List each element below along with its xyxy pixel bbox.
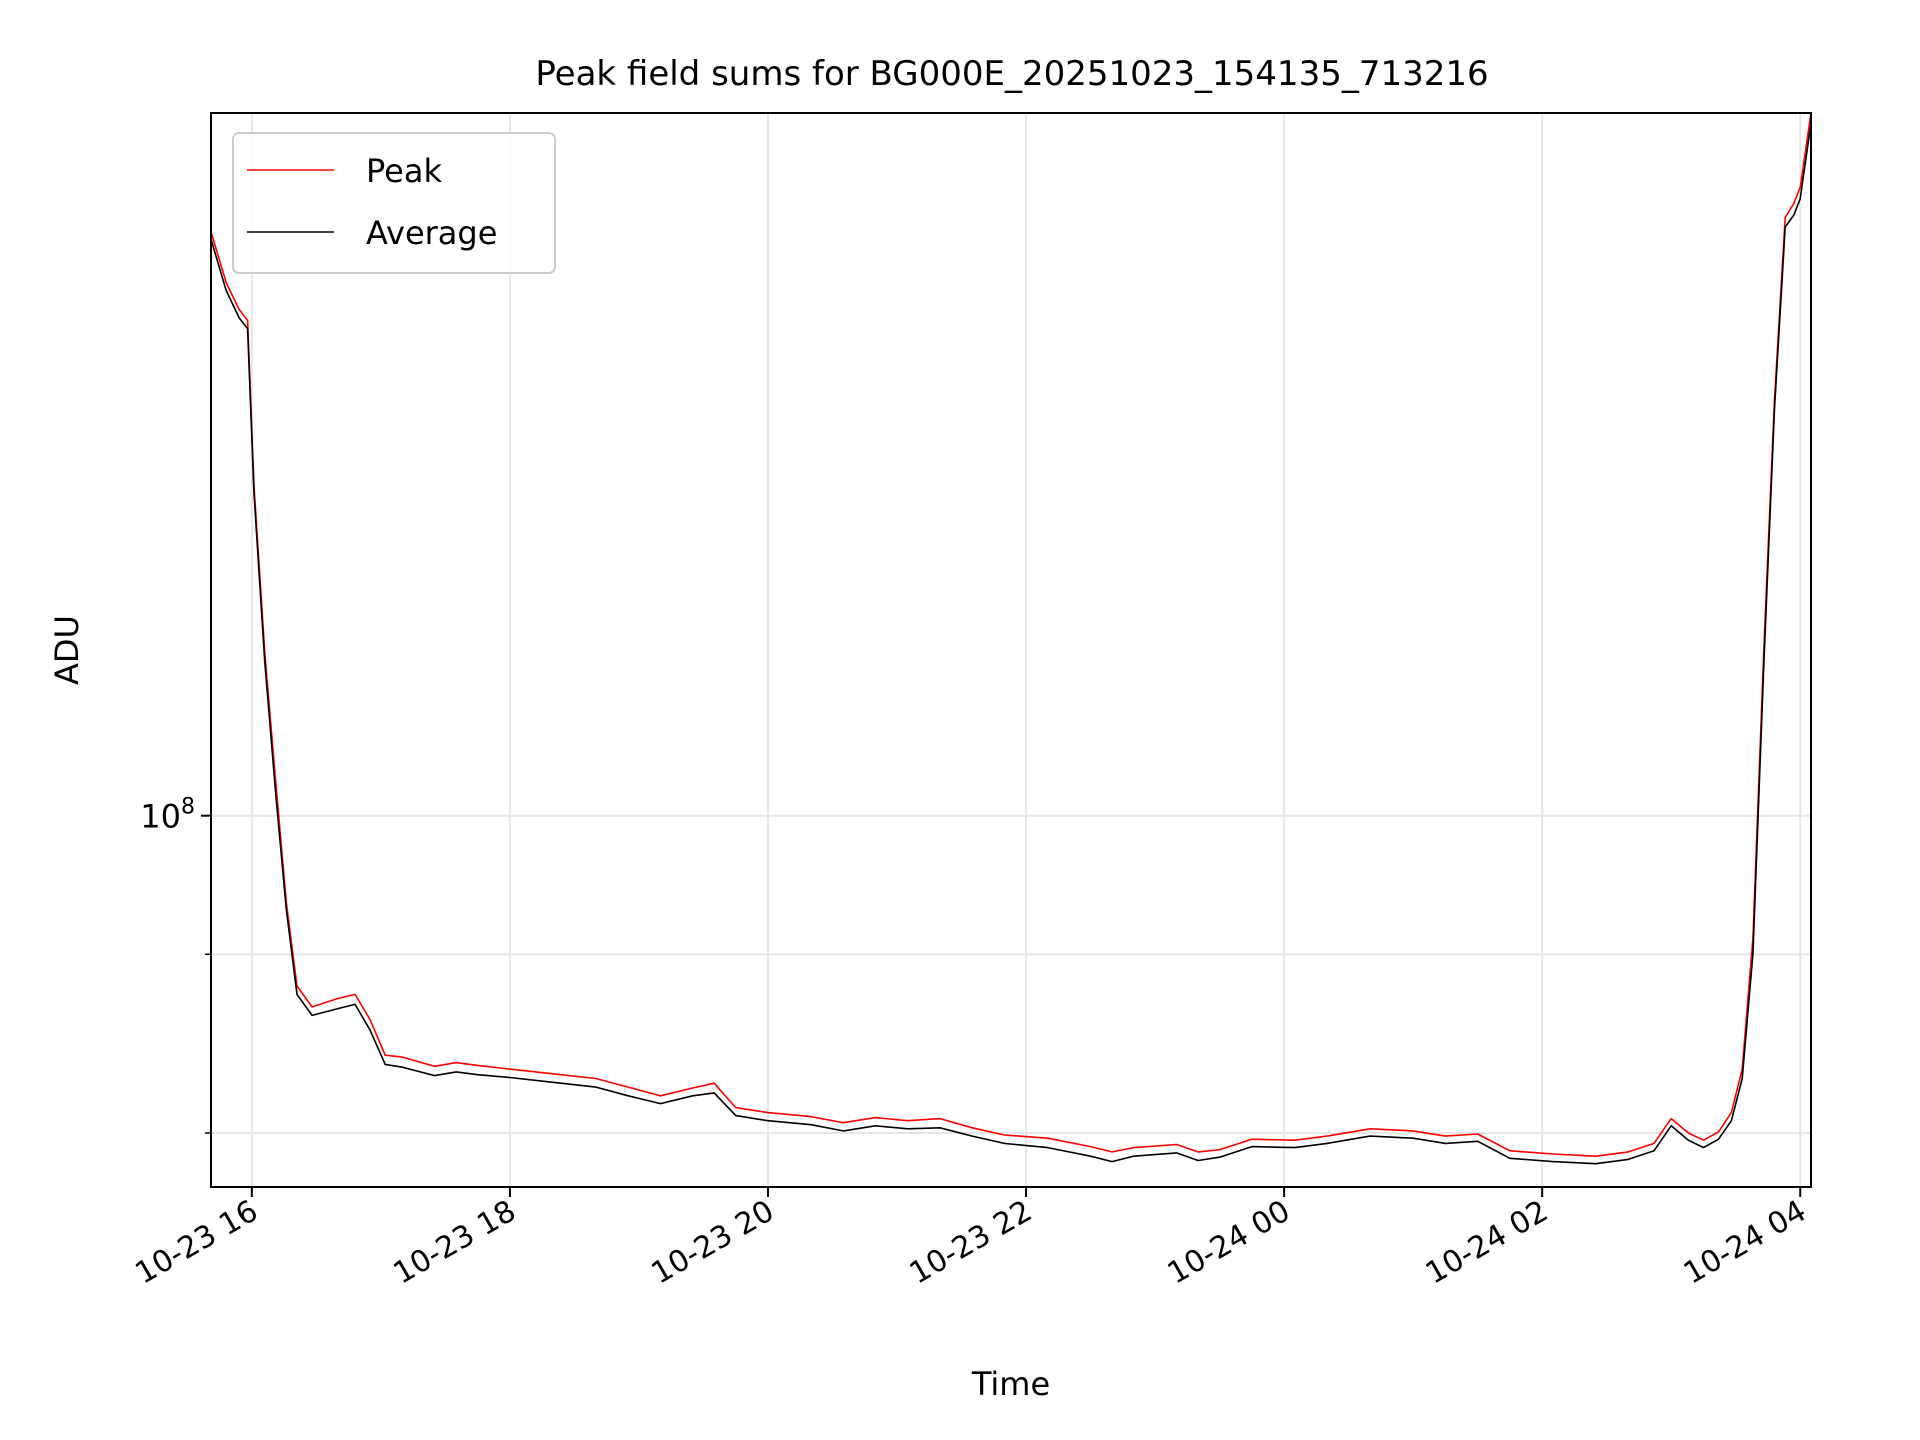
gridlines bbox=[211, 113, 1811, 1187]
legend-label-peak: Peak bbox=[366, 152, 442, 190]
legend-box bbox=[232, 132, 556, 274]
plot-frame bbox=[210, 112, 1812, 1188]
chart-title: Peak field sums for BG000E_20251023_1541… bbox=[535, 54, 1488, 94]
series-line-average bbox=[210, 122, 1812, 1165]
y-tick-label: 108 bbox=[140, 795, 195, 836]
legend: Peak Average bbox=[232, 132, 556, 274]
legend-label-average: Average bbox=[366, 214, 497, 252]
y-axis-label: ADU bbox=[48, 615, 86, 685]
x-axis-label: Time bbox=[971, 1365, 1050, 1403]
series-line-peak bbox=[210, 112, 1812, 1157]
series-lines bbox=[210, 112, 1812, 1165]
